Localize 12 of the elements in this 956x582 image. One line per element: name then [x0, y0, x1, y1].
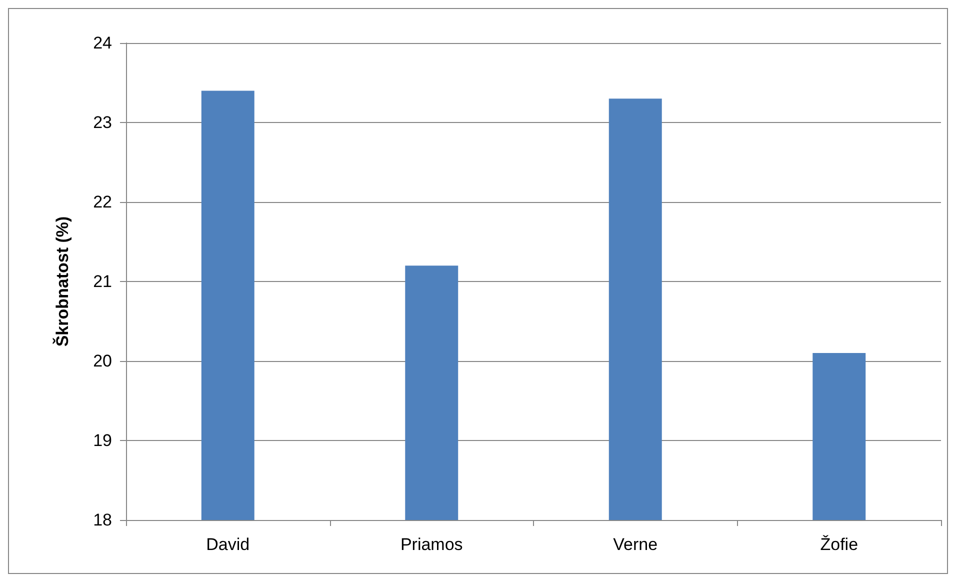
y-tick-label: 24	[93, 34, 112, 52]
y-tick-label: 19	[93, 431, 112, 450]
y-tick-label: 21	[93, 272, 112, 291]
x-tick-label: Priamos	[400, 535, 463, 554]
y-tick-label: 22	[93, 192, 112, 212]
x-tick-label: David	[206, 535, 250, 554]
y-tick-label: 23	[93, 113, 112, 132]
y-tick-label: 18	[93, 510, 112, 530]
x-tick-label: Verne	[613, 535, 658, 554]
y-tick-label: 20	[93, 352, 112, 370]
y-axis-title: Škrobnatost (%)	[52, 216, 72, 347]
x-tick-label: Žofie	[820, 535, 858, 554]
